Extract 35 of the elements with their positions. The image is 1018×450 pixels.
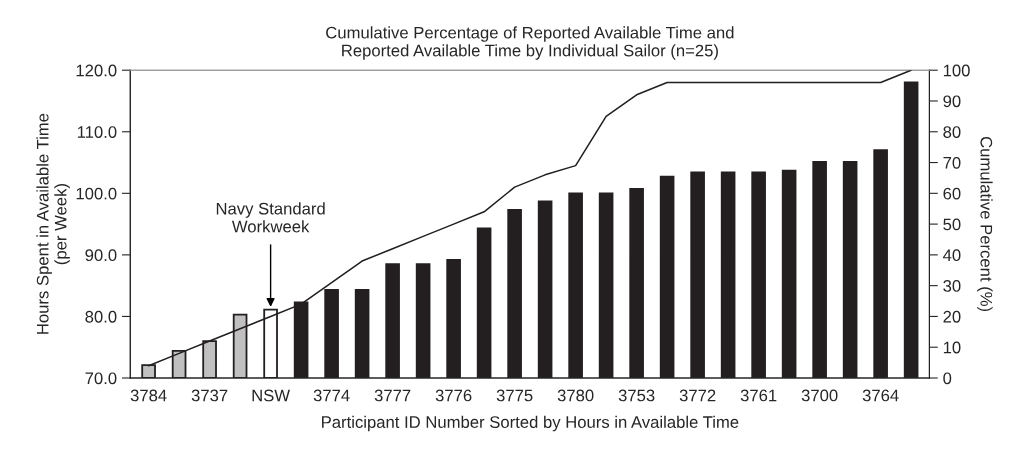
y-tick-label: 110.0 [77, 126, 117, 138]
y-tick-label: 90.0 [85, 249, 117, 262]
y-tick-label: 100.0 [76, 187, 117, 200]
y-axis-title: Hours Spent in Available Time (per Week) [36, 113, 70, 334]
x-tick-label: 3776 [435, 389, 472, 402]
y2-tick-label: 80 [943, 126, 961, 138]
y2-axis-title: Cumulative Percent (%) [977, 136, 993, 312]
y2-tick-label: 70 [943, 156, 961, 169]
y2-tick-label: 50 [943, 218, 961, 231]
x-tick-label: 3737 [191, 389, 228, 402]
y-tick-label: 70.0 [85, 372, 117, 385]
x-tick-label: 3784 [130, 389, 167, 402]
y2-tick-label: 10 [943, 341, 961, 354]
x-tick-label: 3761 [740, 389, 777, 402]
x-tick-label: 3777 [374, 389, 411, 402]
x-tick-label: NSW [252, 389, 290, 402]
annotation: Navy Standard Workweek [216, 202, 325, 233]
y2-tick-label: 60 [943, 187, 961, 200]
x-tick-label: 3774 [313, 389, 350, 402]
y2-tick-label: 100 [943, 64, 970, 77]
y2-tick-label: 40 [943, 249, 961, 262]
x-tick-label: 3775 [496, 389, 533, 402]
y2-tick-label: 90 [943, 95, 961, 108]
x-tick-label: 3780 [557, 389, 594, 402]
chart-title: Cumulative Percentage of Reported Available Time and Reported Available Time by Individual Sailor (n=25) [326, 26, 734, 60]
x-tick-label: 3700 [801, 389, 838, 402]
x-tick-label: 3772 [679, 389, 716, 402]
x-axis-title: Participant ID Number Sorted by Hours in Available Time [322, 415, 739, 432]
y2-tick-label: 30 [943, 280, 961, 292]
y2-tick-label: 0 [943, 372, 952, 385]
y2-tick-label: 20 [943, 310, 961, 323]
x-tick-label: 3753 [618, 389, 655, 402]
x-tick-label: 3764 [862, 389, 899, 402]
y-tick-label: 80.0 [85, 310, 117, 323]
y-tick-label: 120.0 [76, 64, 117, 77]
